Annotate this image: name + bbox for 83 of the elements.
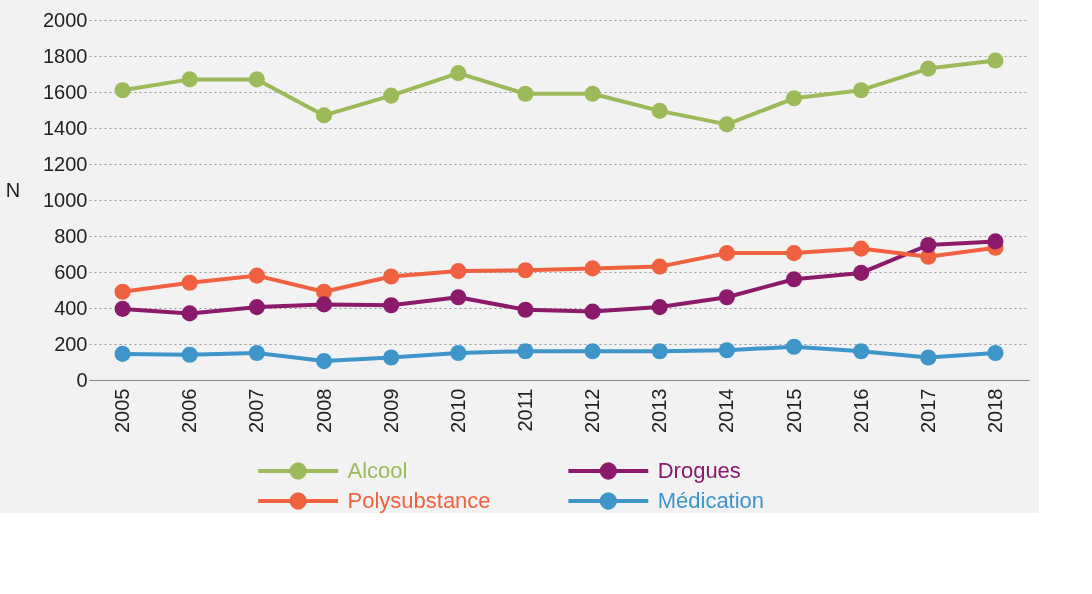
point	[114, 283, 131, 300]
y-tick-label: 800	[54, 224, 88, 247]
point	[920, 60, 937, 77]
point	[920, 236, 937, 254]
x-tick-label: 2009	[379, 388, 402, 433]
x-tick-label: 2010	[446, 388, 469, 433]
y-tick-label: 0	[76, 368, 88, 391]
point	[383, 87, 400, 104]
x-tick-label: 2013	[648, 388, 671, 433]
x-tick-label: 2014	[715, 388, 738, 433]
point	[315, 296, 333, 313]
x-tick-label: 2015	[782, 388, 805, 433]
point	[517, 262, 534, 279]
y-tick-label: 2000	[43, 8, 88, 31]
point	[920, 349, 937, 366]
point	[114, 300, 131, 317]
y-tick-label: 1200	[43, 152, 88, 175]
legend-label: Alcool	[347, 458, 408, 483]
point	[114, 345, 131, 362]
point	[651, 102, 668, 119]
y-tick-label: 200	[54, 332, 88, 355]
point	[785, 271, 803, 288]
y-axis-title: N	[5, 178, 21, 201]
point	[651, 343, 668, 360]
point	[383, 297, 400, 314]
x-tick-label: 2007	[245, 388, 268, 433]
point	[450, 263, 467, 280]
legend-label: Polysubstance	[347, 488, 491, 513]
point	[181, 305, 198, 322]
point	[248, 267, 265, 284]
x-tick-label: 2017	[916, 388, 939, 433]
point	[987, 233, 1004, 250]
x-tick-label: 2012	[581, 388, 604, 433]
point	[517, 301, 534, 318]
point	[248, 344, 265, 362]
legend-label: Drogues	[657, 458, 741, 483]
point	[450, 289, 467, 306]
x-tick-label: 2011	[513, 388, 536, 432]
point	[181, 274, 198, 291]
y-tick-label: 1800	[43, 44, 88, 67]
point	[450, 65, 467, 82]
y-tick-label: 1600	[43, 80, 88, 103]
x-tick-label: 2016	[849, 388, 872, 433]
y-tick-label: 1400	[43, 116, 88, 139]
point	[987, 52, 1004, 69]
point	[517, 85, 534, 102]
point	[853, 343, 870, 360]
point	[181, 346, 198, 363]
point	[315, 107, 333, 124]
point	[584, 260, 601, 277]
point	[987, 344, 1004, 362]
point	[248, 71, 265, 88]
y-tick-label: 1000	[43, 188, 88, 211]
point	[517, 343, 534, 360]
point	[718, 116, 735, 133]
x-tick-label: 2006	[178, 388, 201, 433]
point	[651, 299, 668, 316]
point	[785, 245, 803, 262]
point	[853, 82, 870, 99]
point	[383, 349, 400, 366]
point	[383, 268, 400, 285]
point	[853, 240, 870, 257]
point	[114, 82, 131, 99]
legend-label: Médication	[657, 488, 765, 513]
point	[718, 245, 735, 262]
point	[584, 85, 601, 102]
point	[785, 338, 803, 355]
point	[584, 343, 601, 360]
point	[584, 303, 601, 320]
x-tick-label: 2008	[312, 388, 335, 433]
point	[785, 90, 803, 107]
x-tick-label: 2018	[983, 388, 1006, 433]
point	[248, 299, 265, 316]
y-tick-label: 400	[54, 296, 88, 319]
point	[853, 264, 870, 281]
point	[315, 353, 333, 370]
x-tick-label: 2005	[111, 388, 134, 433]
point	[450, 344, 467, 362]
point	[718, 342, 735, 359]
y-tick-label: 600	[54, 260, 88, 283]
point	[718, 289, 735, 306]
point	[651, 258, 668, 275]
point	[181, 71, 198, 88]
